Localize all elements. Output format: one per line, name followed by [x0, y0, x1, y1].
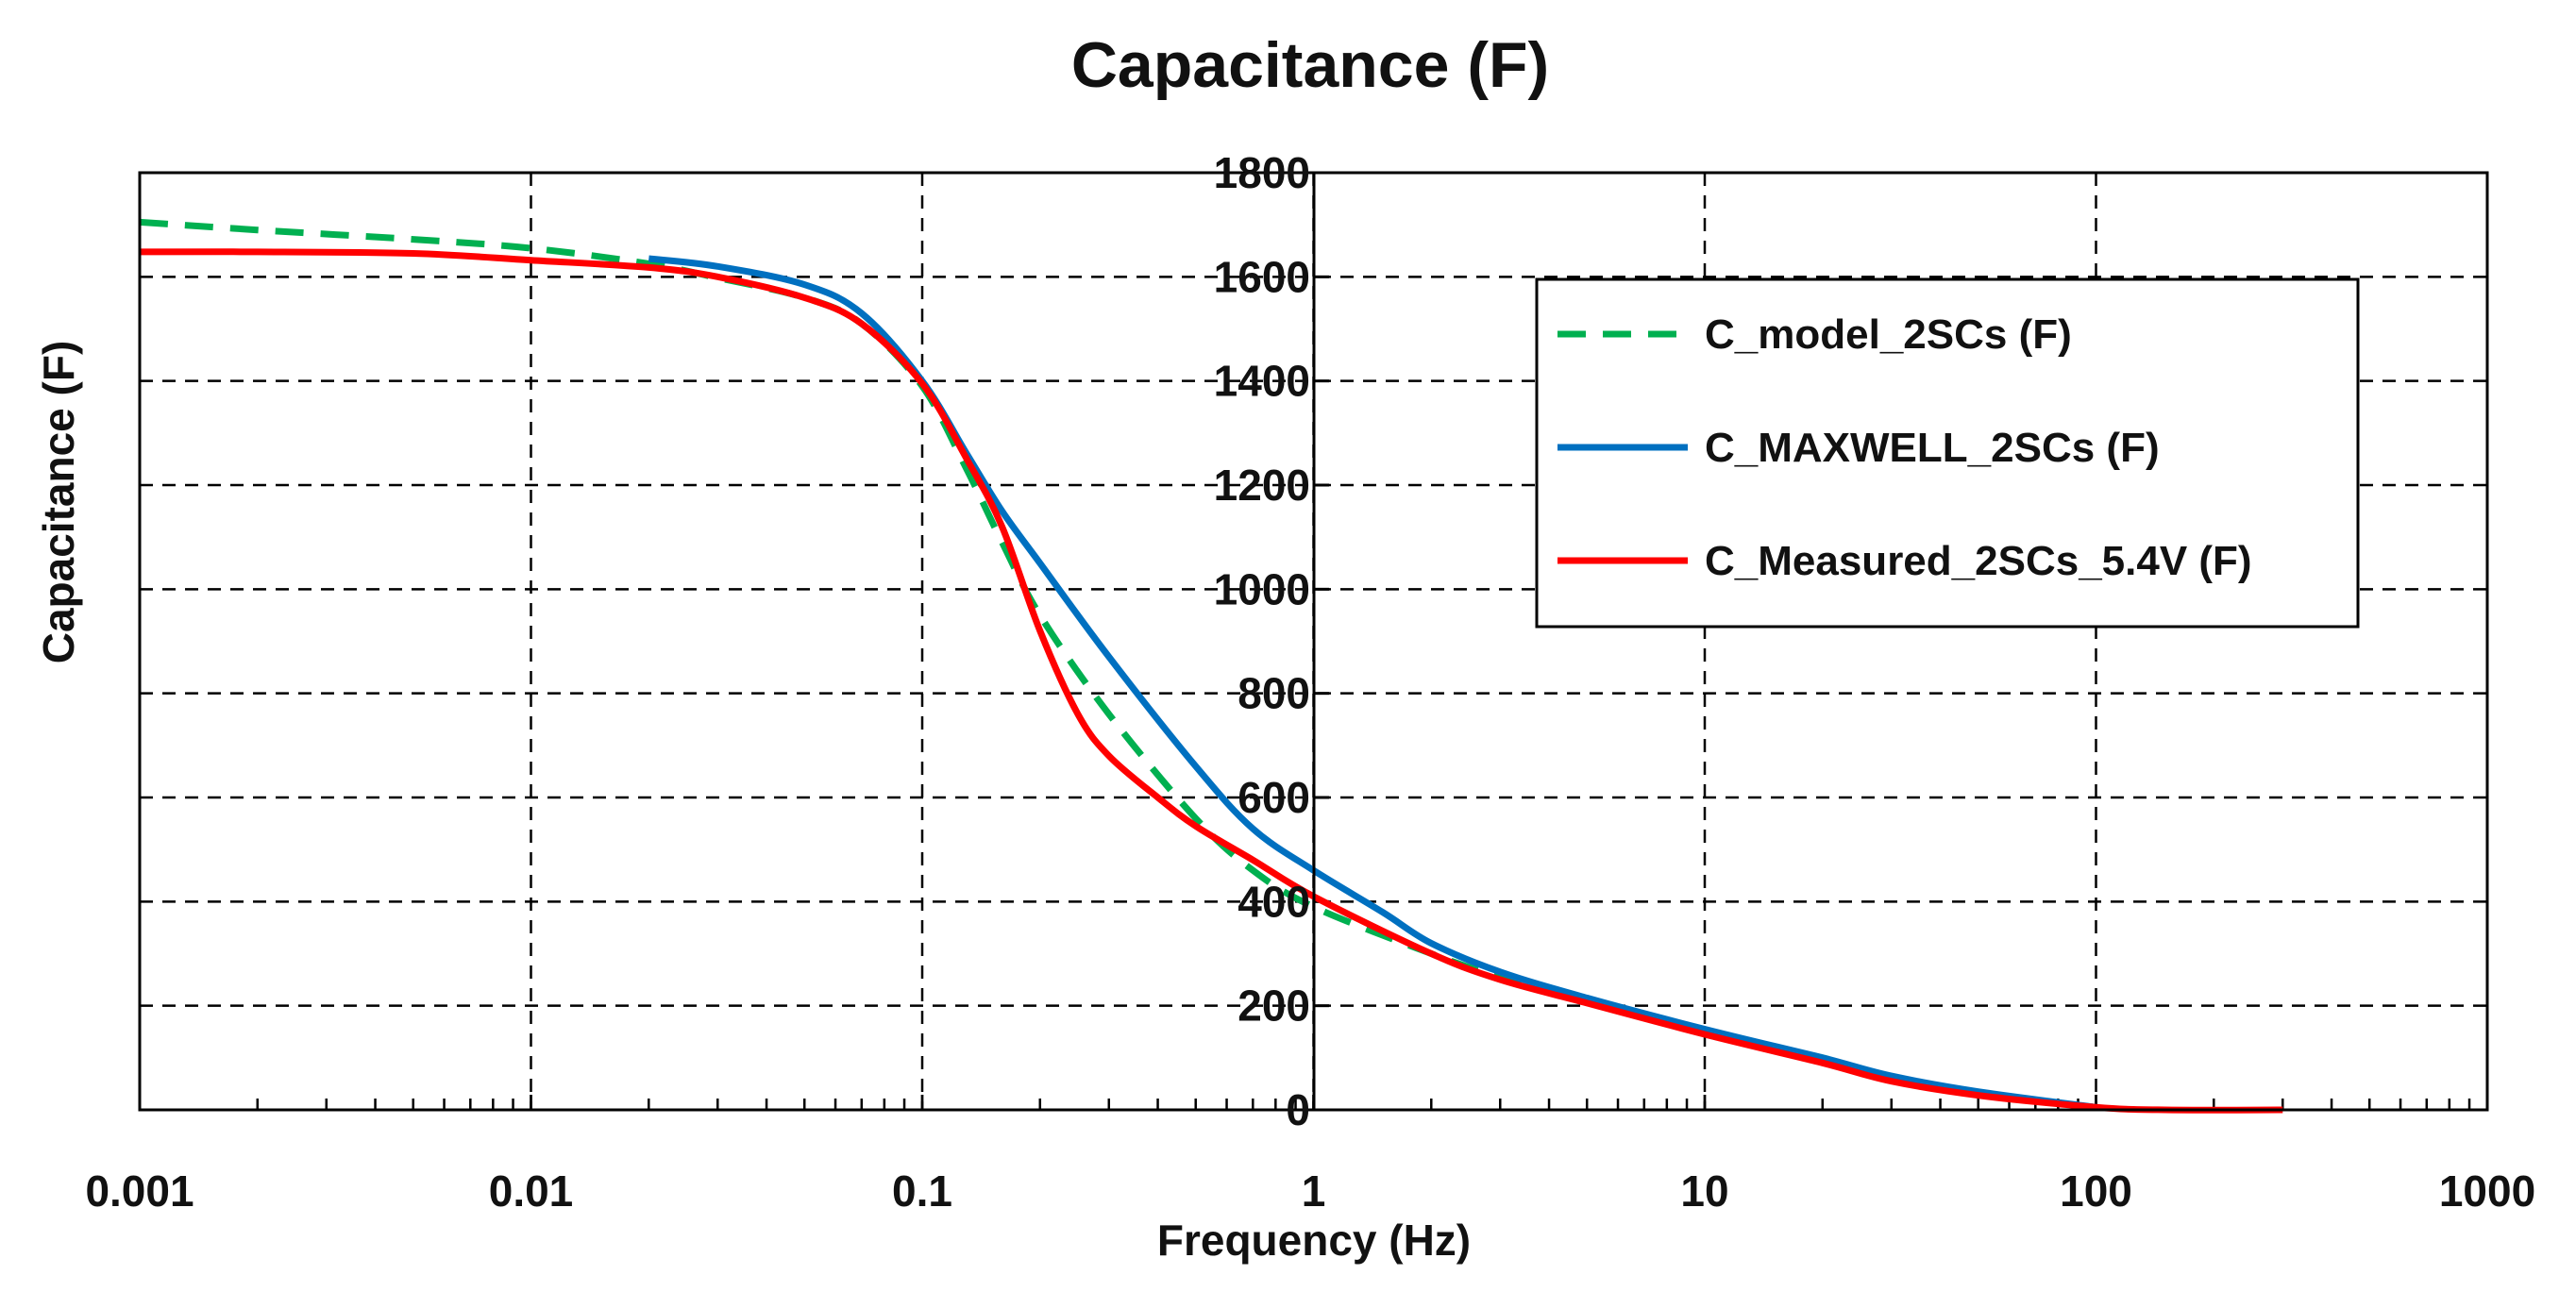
y-tick-label: 1200	[1214, 461, 1310, 510]
x-tick-label: 1	[1302, 1166, 1326, 1216]
series-line-2	[648, 255, 2096, 1111]
x-tick-label: 0.1	[892, 1166, 952, 1216]
legend-label-1: C_model_2SCs (F)	[1705, 311, 2072, 358]
y-tick-label: 400	[1237, 877, 1310, 926]
x-tick-label: 100	[2060, 1166, 2132, 1216]
x-tick-label: 0.01	[489, 1166, 574, 1216]
legend: C_model_2SCs (F) C_MAXWELL_2SCs (F) C_Meas…	[1535, 277, 2360, 629]
x-tick-label: 0.001	[85, 1166, 194, 1216]
series-layer	[139, 218, 2283, 1114]
y-tick-label: 200	[1237, 982, 1310, 1031]
y-tick-label: 0	[1286, 1085, 1310, 1134]
y-tick-label: 600	[1237, 773, 1310, 822]
y-tick-labels: 0 200 400 600 800 1000 1200 1400 1600 1800	[1214, 148, 1310, 1134]
chart-title: Capacitance (F)	[1071, 29, 1549, 101]
legend-label-3: C_Measured_2SCs_5.4V (F)	[1705, 538, 2252, 584]
y-tick-label: 1600	[1214, 252, 1310, 301]
x-tick-label: 1000	[2439, 1166, 2535, 1216]
y-tick-label: 1800	[1214, 148, 1310, 197]
x-axis-label: Frequency (Hz)	[1157, 1216, 1471, 1265]
y-axis-label: Capacitance (F)	[34, 341, 83, 664]
series-line-3	[139, 248, 2283, 1114]
y-tick-label: 1000	[1214, 564, 1310, 613]
legend-label-2: C_MAXWELL_2SCs (F)	[1705, 425, 2160, 471]
y-tick-label: 800	[1237, 669, 1310, 718]
x-tick-labels: 0.001 0.01 0.1 1 10 100 1000	[85, 1166, 2535, 1216]
x-tick-label: 10	[1680, 1166, 1728, 1216]
y-tick-label: 1400	[1214, 357, 1310, 406]
